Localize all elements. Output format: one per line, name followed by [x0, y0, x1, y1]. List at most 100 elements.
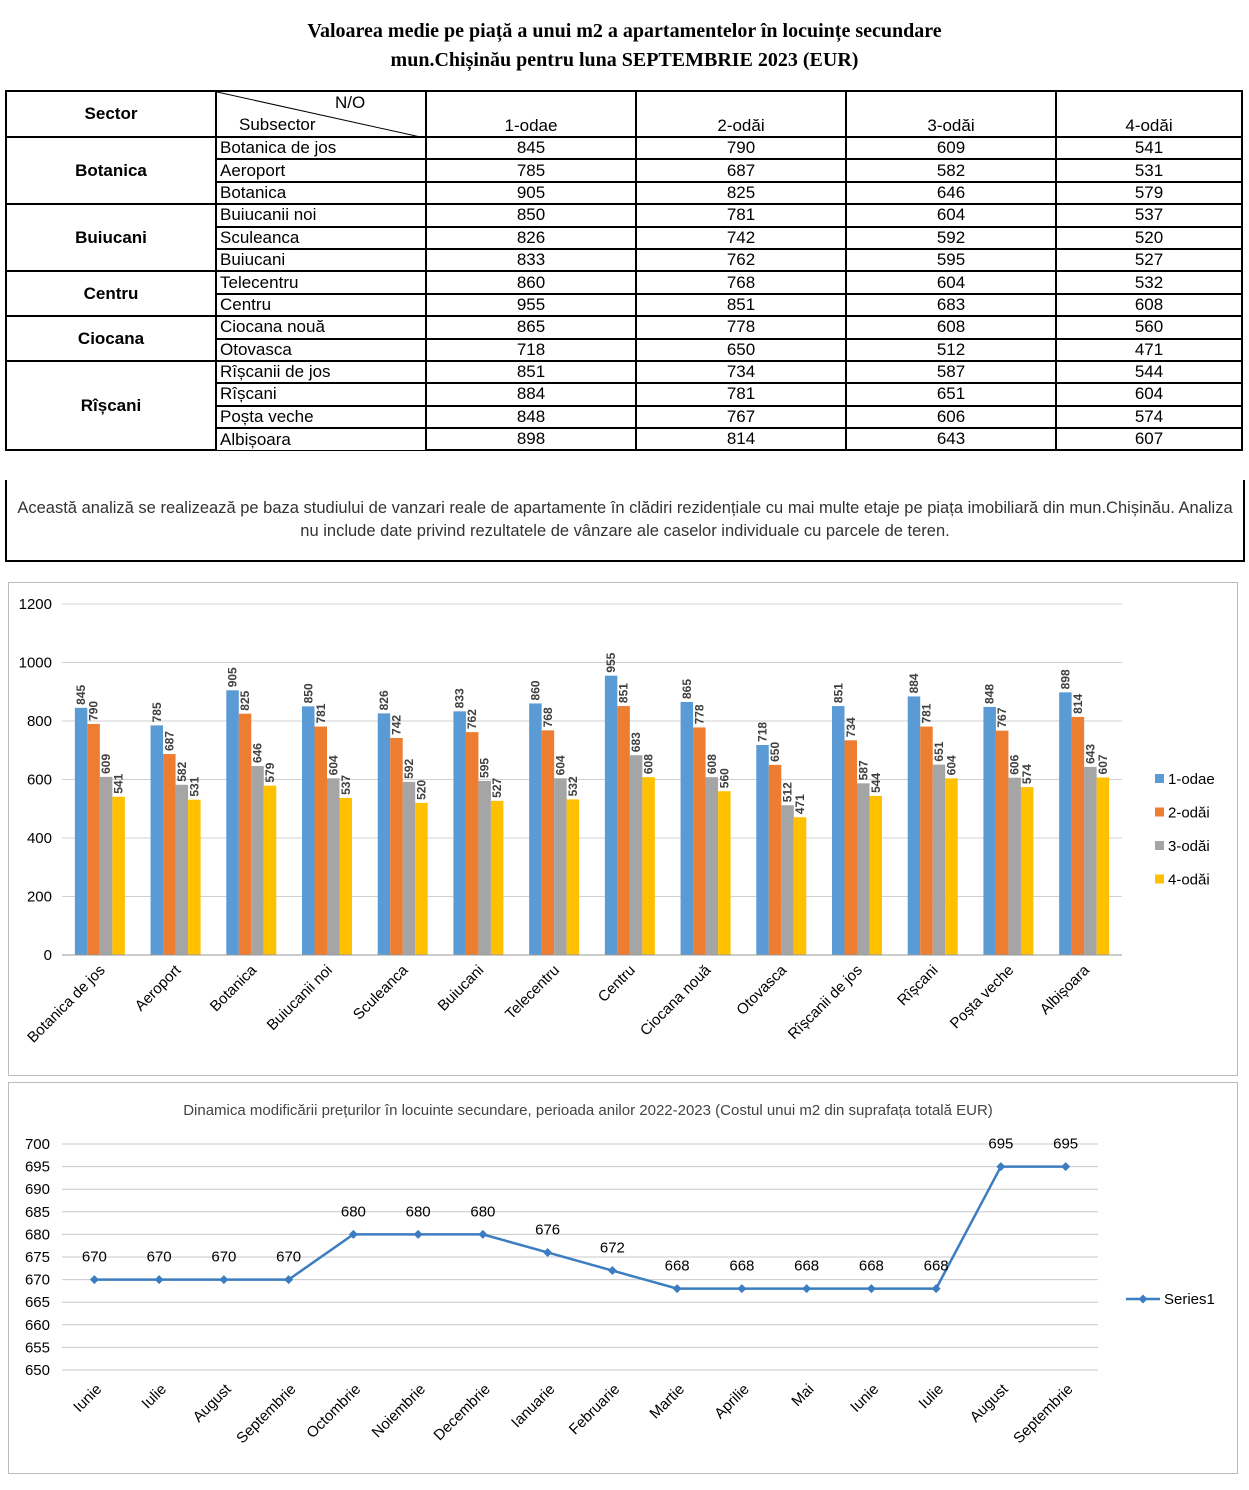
cell-value: 604 [845, 203, 1057, 228]
cell-value: 785 [425, 158, 637, 183]
point-marker [672, 1284, 682, 1294]
bar [781, 805, 794, 955]
bar [238, 713, 252, 955]
data-label: 604 [553, 755, 567, 775]
data-label: 527 [490, 778, 504, 798]
data-label: 781 [314, 703, 328, 723]
x-tick-label: Aprilie [711, 1381, 752, 1422]
cell-value: 604 [845, 270, 1057, 295]
data-label: 851 [617, 683, 631, 703]
cell-value: 742 [635, 225, 847, 250]
cell-value: 532 [1055, 270, 1243, 295]
data-label: 860 [528, 680, 542, 700]
table-row: Albișoara 898 814 643 607 [6, 427, 1243, 452]
table-row: Buiucani 833 762 595 527 [6, 247, 1243, 273]
data-label: 560 [717, 768, 731, 788]
cell-value: 608 [845, 315, 1057, 340]
sector: Rîșcani [5, 359, 217, 452]
cell-value: 851 [635, 292, 847, 318]
legend-swatch [1155, 774, 1164, 783]
cell-value: 471 [1055, 337, 1243, 362]
bar [566, 799, 580, 955]
data-label: 676 [535, 1221, 560, 1238]
cell-value: 865 [425, 315, 637, 340]
x-tick-label: Iunie [70, 1381, 105, 1416]
cell-value: 826 [425, 225, 637, 250]
subsector: Telecentru [215, 270, 427, 295]
cell-value: 520 [1055, 225, 1243, 250]
legend-label: 3-odăi [1168, 838, 1210, 855]
point-marker [478, 1229, 488, 1239]
data-label: 826 [377, 690, 391, 710]
price-table: Sector N/O Subsector 1-odae 2-odăi 3-odăi 4-od… [5, 90, 1243, 452]
cell-value: 768 [635, 270, 847, 295]
data-label: 762 [465, 709, 479, 729]
bar [793, 817, 807, 955]
point-marker [931, 1284, 941, 1294]
header-row: Sector N/O Subsector 1-odae 2-odăi 3-odăi 4-od… [5, 90, 1243, 138]
point-marker [802, 1284, 812, 1294]
data-label: 608 [705, 754, 719, 774]
data-label: 898 [1058, 669, 1072, 689]
x-tick-label: Ianuarie [508, 1381, 558, 1431]
legend-label: 1-odae [1168, 771, 1215, 788]
data-label: 781 [919, 703, 933, 723]
cell-value: 848 [425, 404, 637, 430]
bar [490, 800, 504, 955]
cell-value: 762 [635, 247, 847, 273]
data-label: 668 [665, 1258, 690, 1275]
x-tick-label: Telecentru [502, 962, 563, 1023]
subsector: Botanica de jos [215, 135, 427, 160]
x-tick-label: Octombrie [303, 1381, 364, 1442]
table-row: Otovasca 718 650 512 471 [6, 337, 1243, 362]
subsector: Buiucanii noi [215, 203, 427, 228]
legend-label: 4-odăi [1168, 872, 1210, 889]
bar [302, 706, 315, 955]
table-row: Aeroport 785 687 582 531 [6, 158, 1243, 183]
bar [995, 730, 1009, 955]
cell-value: 687 [635, 158, 847, 183]
y-tick-label: 690 [25, 1181, 50, 1198]
y-tick-label: 650 [25, 1362, 50, 1379]
x-tick-label: Decembrie [430, 1381, 493, 1444]
x-tick-label: Martie [646, 1381, 687, 1422]
bar [529, 703, 542, 955]
data-label: 687 [162, 731, 176, 751]
x-tick-label: Mai [788, 1381, 817, 1410]
y-tick-label: 685 [25, 1204, 50, 1221]
data-label: 718 [756, 722, 770, 742]
data-label: 884 [907, 673, 921, 693]
data-label: 768 [541, 707, 555, 727]
bar [604, 675, 618, 955]
y-tick-label: 670 [25, 1272, 50, 1289]
data-label: 742 [389, 715, 403, 735]
point-marker [348, 1229, 358, 1239]
data-label: 646 [251, 743, 265, 763]
bar [314, 726, 327, 955]
x-tick-label: Aeroport [132, 961, 185, 1014]
data-label: 608 [642, 754, 656, 774]
cell-value: 955 [425, 292, 637, 318]
cell-value: 833 [425, 247, 637, 273]
x-tick-label: Buiucanii noi [264, 962, 336, 1034]
header-sector: Sector [5, 90, 217, 138]
data-label: 814 [1071, 694, 1085, 714]
data-label: 790 [87, 701, 101, 721]
x-tick-label: Albișoara [1037, 961, 1094, 1018]
cell-value: 646 [845, 180, 1057, 206]
bar [263, 785, 277, 955]
data-label: 609 [99, 754, 113, 774]
cell-value: 592 [845, 225, 1057, 250]
y-tick-label: 655 [25, 1339, 50, 1356]
data-label: 670 [82, 1249, 107, 1266]
data-label: 734 [844, 717, 858, 737]
bar [629, 755, 643, 955]
header-column: 2-odăi [635, 90, 847, 138]
cell-value: 718 [425, 337, 637, 362]
data-label: 680 [341, 1203, 366, 1220]
data-label: 512 [781, 782, 795, 802]
cell-value: 905 [425, 180, 637, 206]
header-column: 3-odăi [845, 90, 1057, 138]
data-label: 845 [74, 684, 88, 704]
